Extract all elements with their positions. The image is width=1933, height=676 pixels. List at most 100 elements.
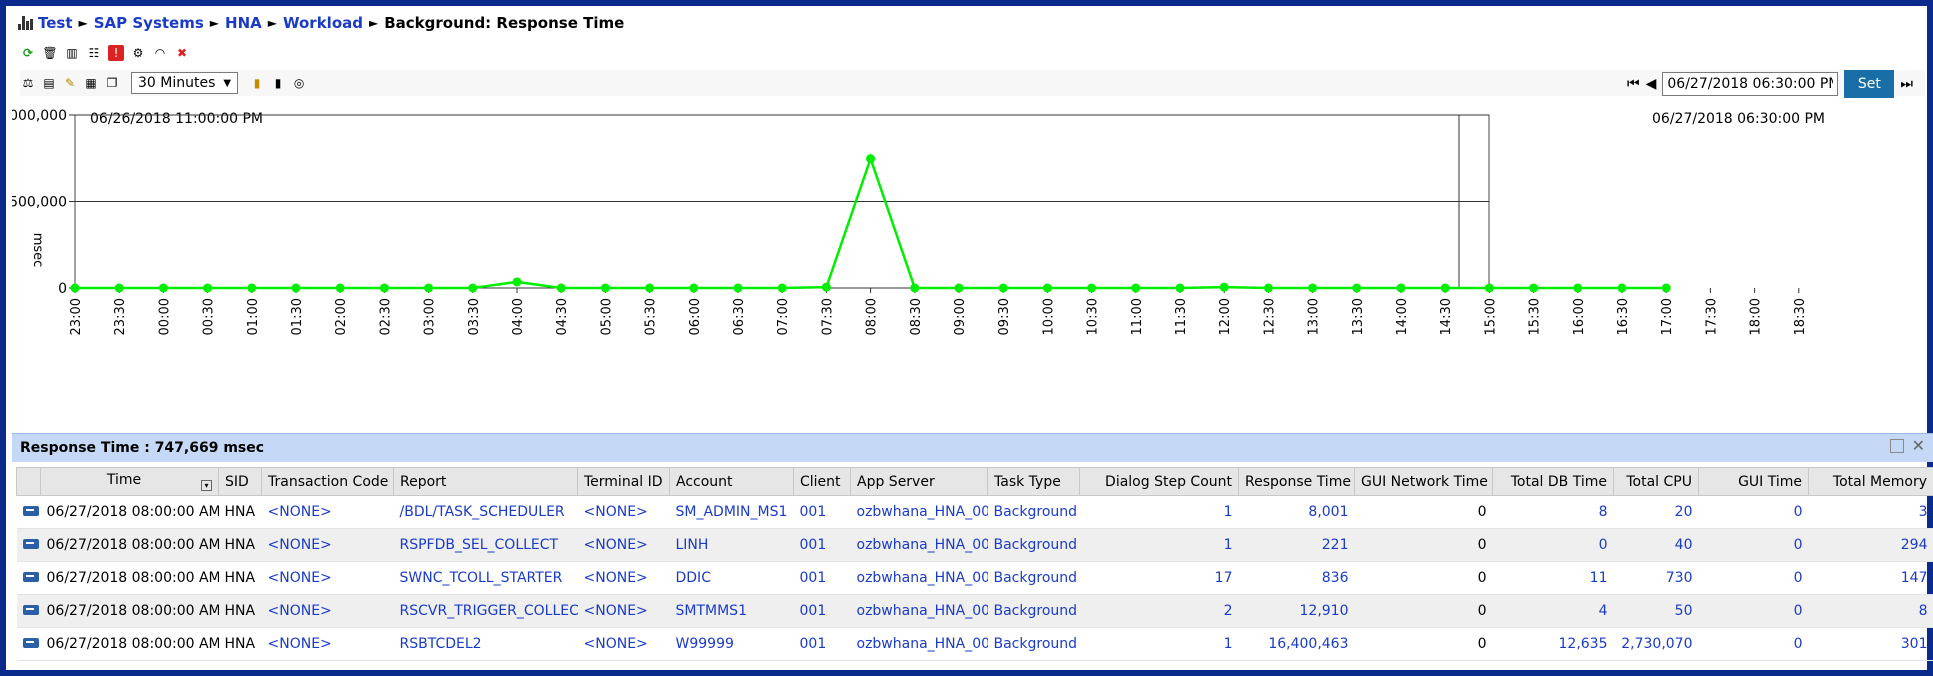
data-point[interactable] bbox=[1484, 283, 1494, 293]
cell-terminal-id[interactable]: <NONE> bbox=[577, 495, 670, 529]
column-header-gui-network-time[interactable]: GUI Network Time bbox=[1354, 467, 1493, 496]
data-point[interactable] bbox=[1529, 283, 1539, 293]
cell-response-time[interactable]: 16,400,463 bbox=[1238, 627, 1355, 661]
cell-gui-time[interactable]: 0 bbox=[1698, 594, 1809, 628]
cell-transaction-code[interactable]: <NONE> bbox=[261, 495, 394, 529]
cell-account[interactable]: SMTMMS1 bbox=[669, 594, 794, 628]
column-header-total-memory[interactable]: Total Memory bbox=[1808, 467, 1933, 496]
copy-icon[interactable]: ❐ bbox=[106, 76, 118, 90]
cell-terminal-id[interactable]: <NONE> bbox=[577, 627, 670, 661]
data-point[interactable] bbox=[910, 283, 920, 293]
cell-client[interactable]: 001 bbox=[793, 495, 851, 529]
report-icon[interactable]: ▥ bbox=[66, 46, 78, 60]
cell-total-memory[interactable]: 294 bbox=[1808, 528, 1933, 562]
stacked-chart-icon[interactable]: ▮ bbox=[274, 76, 282, 90]
cell-total-cpu[interactable]: 50 bbox=[1613, 594, 1699, 628]
data-point[interactable] bbox=[70, 283, 80, 293]
cell-dialog-step-count[interactable]: 2 bbox=[1079, 594, 1239, 628]
data-point[interactable] bbox=[1087, 283, 1097, 293]
cell-total-cpu[interactable]: 2,730,070 bbox=[1613, 627, 1699, 661]
cell-report[interactable]: RSBTCDEL2 bbox=[393, 627, 578, 661]
cell-transaction-code[interactable]: <NONE> bbox=[261, 627, 394, 661]
cell-gui-time[interactable]: 0 bbox=[1698, 495, 1809, 529]
cell-account[interactable]: W99999 bbox=[669, 627, 794, 661]
cell-app-server[interactable]: ozbwhana_HNA_00 bbox=[850, 627, 988, 661]
data-point[interactable] bbox=[1308, 283, 1318, 293]
detail-icon[interactable] bbox=[22, 638, 39, 648]
table-row[interactable]: 06/27/2018 08:00:00 AM HNA <NONE> RSCVR_TRI… bbox=[16, 594, 1933, 628]
data-point[interactable] bbox=[777, 283, 787, 293]
cell-response-time[interactable]: 836 bbox=[1238, 561, 1355, 595]
cell-transaction-code[interactable]: <NONE> bbox=[261, 528, 394, 562]
cell-total-db-time[interactable]: 4 bbox=[1492, 594, 1614, 628]
data-point[interactable] bbox=[203, 283, 213, 293]
cell-gui-time[interactable]: 0 bbox=[1698, 528, 1809, 562]
cell-response-time[interactable]: 12,910 bbox=[1238, 594, 1355, 628]
table-row[interactable]: 06/27/2018 08:00:00 AM HNA <NONE> RSBTCDEL2… bbox=[16, 627, 1933, 661]
row-icon-cell[interactable] bbox=[16, 594, 41, 628]
detail-icon[interactable] bbox=[22, 572, 39, 582]
breadcrumb-test[interactable]: Test bbox=[38, 14, 73, 32]
data-point[interactable] bbox=[998, 283, 1008, 293]
last-page-icon[interactable]: ⏭ bbox=[1900, 76, 1913, 92]
bar-chart-icon[interactable]: ▮ bbox=[253, 76, 261, 90]
column-header-transaction-code[interactable]: Transaction Code bbox=[261, 467, 394, 496]
column-header-account[interactable]: Account bbox=[669, 467, 794, 496]
column-menu-icon[interactable]: ▾ bbox=[201, 480, 212, 491]
detail-icon[interactable] bbox=[22, 605, 39, 615]
column-header-report[interactable]: Report bbox=[393, 467, 578, 496]
column-header-time[interactable]: Time ▾ bbox=[40, 467, 219, 496]
cell-app-server[interactable]: ozbwhana_HNA_00 bbox=[850, 561, 988, 595]
previous-icon[interactable]: ◀ bbox=[1645, 76, 1657, 92]
cell-total-cpu[interactable]: 40 bbox=[1613, 528, 1699, 562]
cell-total-db-time[interactable]: 12,635 bbox=[1492, 627, 1614, 661]
signal-icon[interactable]: ◠ bbox=[154, 46, 166, 60]
cell-gui-time[interactable]: 0 bbox=[1698, 627, 1809, 661]
trash-icon[interactable]: 🗑 bbox=[42, 46, 58, 60]
data-point[interactable] bbox=[158, 283, 168, 293]
data-point[interactable] bbox=[556, 283, 566, 293]
cell-dialog-step-count[interactable]: 1 bbox=[1079, 627, 1239, 661]
end-date-input[interactable] bbox=[1662, 72, 1839, 96]
cell-account[interactable]: DDIC bbox=[669, 561, 794, 595]
cell-task-type[interactable]: Background bbox=[987, 594, 1080, 628]
data-point[interactable] bbox=[645, 283, 655, 293]
cell-account[interactable]: SM_ADMIN_MS1 bbox=[669, 495, 794, 529]
cell-client[interactable]: 001 bbox=[793, 627, 851, 661]
data-point[interactable] bbox=[1617, 283, 1627, 293]
maximize-icon[interactable] bbox=[1889, 439, 1904, 453]
cell-dialog-step-count[interactable]: 1 bbox=[1079, 495, 1239, 529]
cell-task-type[interactable]: Background bbox=[987, 528, 1080, 562]
cell-total-memory[interactable]: 8 bbox=[1808, 594, 1933, 628]
breadcrumb-workload[interactable]: Workload bbox=[282, 14, 363, 32]
compare-icon[interactable]: ⚖ bbox=[22, 76, 34, 90]
column-header-response-time[interactable]: Response Time bbox=[1238, 467, 1355, 496]
target-icon[interactable]: ◎ bbox=[293, 76, 305, 90]
cell-terminal-id[interactable]: <NONE> bbox=[577, 528, 670, 562]
cell-total-db-time[interactable]: 8 bbox=[1492, 495, 1614, 529]
data-point[interactable] bbox=[468, 283, 478, 293]
cell-dialog-step-count[interactable]: 1 bbox=[1079, 528, 1239, 562]
data-point[interactable] bbox=[1352, 283, 1362, 293]
refresh-icon[interactable]: ⟳ bbox=[22, 46, 34, 60]
close-icon[interactable]: ✕ bbox=[1911, 436, 1925, 455]
column-header-dialog-step-count[interactable]: Dialog Step Count bbox=[1079, 467, 1239, 496]
data-point[interactable] bbox=[1042, 283, 1052, 293]
settings-icon[interactable]: ⚙ bbox=[132, 46, 144, 60]
cell-report[interactable]: RSCVR_TRIGGER_COLLECT bbox=[393, 594, 578, 628]
set-button[interactable]: Set bbox=[1844, 70, 1895, 98]
data-point[interactable] bbox=[291, 283, 301, 293]
cell-response-time[interactable]: 8,001 bbox=[1238, 495, 1355, 529]
column-header-task-type[interactable]: Task Type bbox=[987, 467, 1080, 496]
column-header-client[interactable]: Client bbox=[793, 467, 851, 496]
cell-app-server[interactable]: ozbwhana_HNA_00 bbox=[850, 495, 988, 529]
data-point[interactable] bbox=[1440, 283, 1450, 293]
cell-total-db-time[interactable]: 11 bbox=[1492, 561, 1614, 595]
cell-terminal-id[interactable]: <NONE> bbox=[577, 561, 670, 595]
table-row[interactable]: 06/27/2018 08:00:00 AM HNA <NONE>/BDL/TASK… bbox=[16, 495, 1933, 529]
cell-account[interactable]: LINH bbox=[669, 528, 794, 562]
table-row[interactable]: 06/27/2018 08:00:00 AM HNA <NONE> RSPFDB_SE… bbox=[16, 528, 1933, 562]
data-point[interactable] bbox=[335, 283, 345, 293]
cell-task-type[interactable]: Background bbox=[987, 627, 1080, 661]
data-point[interactable] bbox=[114, 283, 124, 293]
